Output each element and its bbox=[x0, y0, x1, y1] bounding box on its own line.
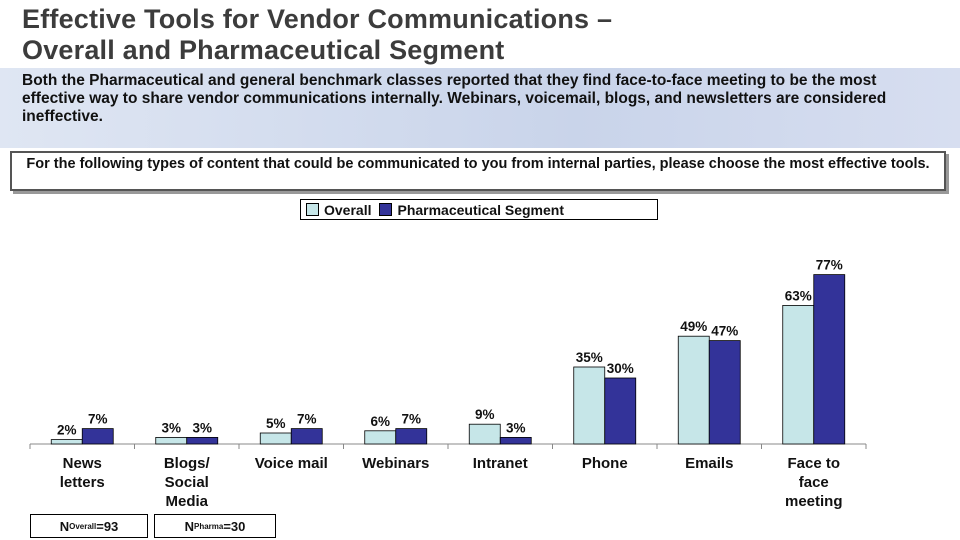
data-label-pharma: 7% bbox=[401, 412, 421, 427]
bar-overall bbox=[782, 305, 815, 445]
summary-panel: Both the Pharmaceutical and general benc… bbox=[0, 68, 960, 148]
data-label-pharma: 3% bbox=[506, 420, 526, 435]
bar-overall bbox=[259, 432, 292, 445]
data-label-overall: 6% bbox=[370, 414, 390, 429]
title-line-2: Overall and Pharmaceutical Segment bbox=[22, 35, 505, 65]
bar-pharma bbox=[290, 428, 323, 445]
category-label: Media bbox=[165, 493, 208, 510]
bar-pharma bbox=[186, 436, 219, 445]
data-label-overall: 2% bbox=[57, 423, 77, 438]
data-label-pharma: 7% bbox=[88, 412, 108, 427]
category-label: letters bbox=[60, 474, 105, 491]
question-box: For the following types of content that … bbox=[10, 151, 946, 191]
bar-pharma bbox=[604, 377, 637, 445]
bar-pharma bbox=[708, 340, 741, 445]
category-label: Face to bbox=[787, 455, 840, 472]
category-label: News bbox=[63, 455, 102, 472]
n-overall-suffix: =93 bbox=[96, 518, 119, 534]
data-label-pharma: 7% bbox=[297, 412, 317, 427]
bar-chart: 2% 7% News letters 3% 3% Blogs/Social Media 5% 7%… bbox=[29, 258, 867, 510]
data-label-overall: 35% bbox=[576, 350, 603, 365]
category-label: Blogs/ bbox=[164, 455, 211, 472]
chart-legend: Overall Pharmaceutical Segment bbox=[300, 199, 658, 220]
bar-overall bbox=[468, 423, 501, 445]
bar-pharma bbox=[499, 436, 532, 445]
category-label: Phone bbox=[582, 455, 628, 472]
title-line-1: Effective Tools for Vendor Communication… bbox=[22, 4, 613, 34]
n-overall-sub: Overall bbox=[69, 521, 97, 531]
n-pharma-box: N Pharma =30 bbox=[154, 514, 276, 538]
n-pharma-prefix: N bbox=[184, 518, 194, 534]
page-title: Effective Tools for Vendor Communication… bbox=[22, 4, 942, 66]
data-label-pharma: 47% bbox=[711, 324, 738, 339]
bar-overall bbox=[677, 335, 710, 445]
data-label-overall: 49% bbox=[680, 319, 707, 334]
bar-overall bbox=[573, 366, 606, 445]
category-label: face bbox=[799, 474, 829, 491]
category-label: Social bbox=[165, 474, 209, 491]
data-label-pharma: 3% bbox=[192, 420, 212, 435]
bar-overall bbox=[364, 430, 397, 445]
n-overall-prefix: N bbox=[59, 518, 70, 534]
data-label-pharma: 30% bbox=[607, 361, 634, 376]
data-label-overall: 9% bbox=[475, 407, 495, 422]
legend-label-overall: Overall bbox=[324, 201, 372, 218]
category-label: Intranet bbox=[473, 455, 528, 472]
bar-pharma bbox=[813, 274, 846, 445]
legend-swatch-overall bbox=[306, 203, 319, 216]
bar-pharma bbox=[395, 428, 428, 445]
n-pharma-suffix: =30 bbox=[223, 518, 246, 534]
category-label: Webinars bbox=[362, 455, 429, 472]
legend-swatch-pharma bbox=[379, 203, 393, 216]
category-label: meeting bbox=[785, 493, 843, 510]
data-label-overall: 63% bbox=[785, 288, 812, 303]
n-pharma-sub: Pharma bbox=[193, 521, 224, 531]
question-text: For the following types of content that … bbox=[26, 156, 930, 172]
bar-pharma bbox=[81, 428, 114, 445]
category-label: Voice mail bbox=[255, 455, 328, 472]
bar-overall bbox=[50, 439, 83, 445]
bar-overall bbox=[155, 436, 188, 445]
legend-item-overall: Overall bbox=[306, 202, 371, 218]
category-label: Emails bbox=[685, 455, 733, 472]
legend-item-pharma: Pharmaceutical Segment bbox=[379, 202, 564, 218]
n-overall-box: N Overall =93 bbox=[30, 514, 148, 538]
data-label-pharma: 77% bbox=[816, 258, 843, 273]
data-label-overall: 3% bbox=[161, 420, 181, 435]
data-label-overall: 5% bbox=[266, 416, 286, 431]
summary-text: Both the Pharmaceutical and general benc… bbox=[22, 72, 887, 125]
legend-label-pharma: Pharmaceutical Segment bbox=[397, 201, 564, 218]
